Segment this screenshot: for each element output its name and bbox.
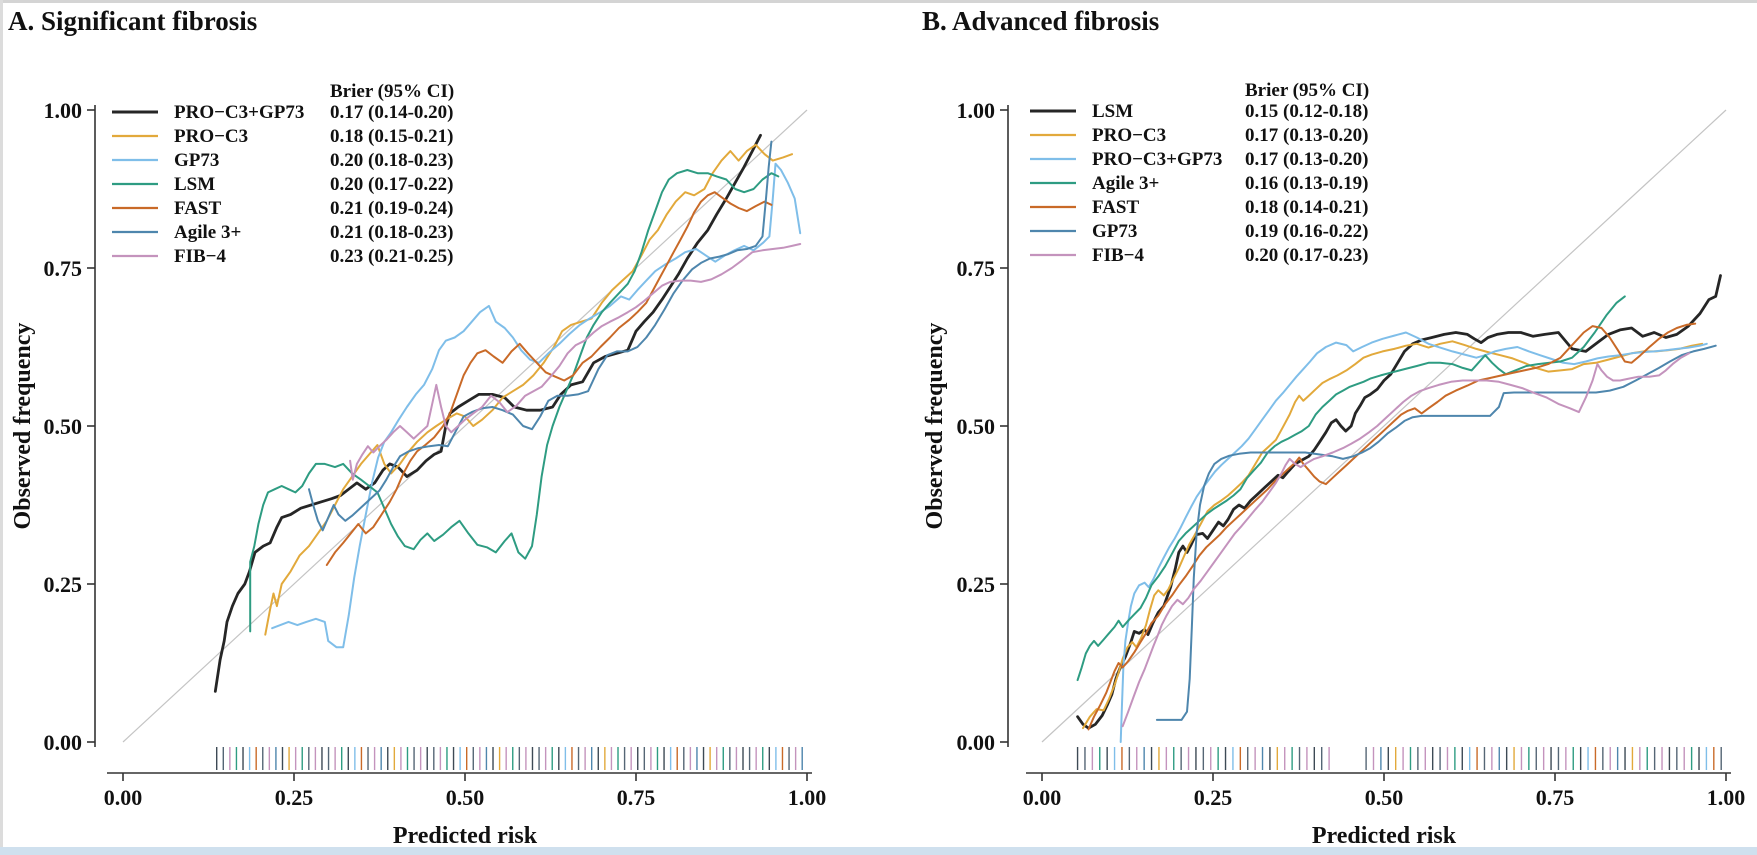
series-line-LSM [249, 169, 780, 633]
y-axis-title: Observed frequency [10, 323, 36, 530]
x-tick-label: 1.00 [1707, 785, 1746, 810]
y-tick-label: 0.75 [44, 256, 83, 281]
legend-brier-value: 0.23 (0.21-0.25) [330, 246, 453, 267]
legend-brier-value: 0.21 (0.18-0.23) [330, 222, 453, 243]
series-line-PRO-C3 [1082, 340, 1704, 730]
panel-advanced-fibrosis: 0.00 0.25 0.50 0.75 1.00 0.00 0.25 0.50 0.75 1.00… [922, 6, 1745, 849]
legend-label: GP73 [1092, 221, 1137, 242]
y-tick-label: 1.00 [44, 98, 83, 123]
left-edge-strip [0, 0, 3, 855]
x-axis-title: Predicted risk [393, 823, 538, 849]
panel-significant-fibrosis: 0.00 0.25 0.50 0.75 1.00 0.00 0.25 0.50 0.75 1.00… [8, 6, 826, 849]
series-line-PRO-C3+GP73 [213, 133, 762, 693]
y-tick-label: 0.50 [957, 414, 996, 439]
legend-label: PRO−C3+GP73 [174, 102, 304, 123]
x-axis-title: Predicted risk [1312, 823, 1457, 849]
legend: Brier (95% CI) PRO−C3+GP73 0.17 (0.14-0.20… [112, 81, 454, 267]
legend-label: FAST [174, 198, 221, 219]
legend-brier-value: 0.17 (0.13-0.20) [1245, 149, 1368, 170]
legend: Brier (95% CI) LSM 0.15 (0.12-0.18) PRO−C3 0… [1030, 80, 1369, 266]
series-line-Agile-3+ [1076, 295, 1626, 682]
rug-plot [216, 747, 803, 770]
series-line-PRO-C3+GP73 [1119, 331, 1708, 743]
legend-brier-value: 0.20 (0.17-0.22) [330, 174, 453, 195]
series-line-PRO-C3 [264, 143, 793, 636]
x-tick-label: 0.25 [1194, 785, 1233, 810]
series-line-FAST [325, 191, 773, 566]
y-tick-label: 1.00 [957, 98, 996, 123]
x-tick-label: 0.25 [275, 785, 314, 810]
legend-brier-value: 0.18 (0.14-0.21) [1245, 197, 1368, 218]
legend-header: Brier (95% CI) [1245, 80, 1369, 101]
series-line-LSM [1076, 274, 1722, 730]
legend-header: Brier (95% CI) [330, 81, 454, 102]
legend-brier-value: 0.21 (0.19-0.24) [330, 198, 453, 219]
legend-brier-value: 0.20 (0.18-0.23) [330, 150, 453, 171]
y-tick-label: 0.25 [957, 572, 996, 597]
y-axis-title: Observed frequency [922, 323, 948, 530]
legend-brier-value: 0.16 (0.13-0.19) [1245, 173, 1368, 194]
legend-brier-value: 0.15 (0.12-0.18) [1245, 101, 1368, 122]
x-tick-label: 1.00 [788, 785, 827, 810]
top-edge-strip [0, 0, 1757, 3]
panel-title: A. Significant fibrosis [8, 6, 257, 36]
x-tick-label: 0.00 [104, 785, 143, 810]
legend-label: FAST [1092, 197, 1139, 218]
series-line-FIB-4 [349, 243, 802, 481]
x-tick-label: 0.50 [1365, 785, 1404, 810]
legend-label: FIB−4 [1092, 245, 1144, 266]
x-tick-label: 0.00 [1023, 785, 1062, 810]
series-line-FAST [1087, 322, 1697, 731]
legend-brier-value: 0.18 (0.15-0.21) [330, 126, 453, 147]
legend-label: LSM [174, 174, 215, 195]
series-line-GP73 [1155, 344, 1717, 721]
y-tick-label: 0.25 [44, 572, 83, 597]
legend-brier-value: 0.20 (0.17-0.23) [1245, 245, 1368, 266]
legend-label: LSM [1092, 101, 1133, 122]
legend-brier-value: 0.17 (0.13-0.20) [1245, 125, 1368, 146]
x-tick-label: 0.50 [446, 785, 485, 810]
rug-plot [1076, 747, 1722, 770]
series-line-Agile-3+ [308, 140, 773, 532]
legend-label: FIB−4 [174, 246, 226, 267]
legend-label: GP73 [174, 150, 219, 171]
panel-title: B. Advanced fibrosis [922, 6, 1159, 36]
legend-label: PRO−C3+GP73 [1092, 149, 1222, 170]
legend-label: PRO−C3 [1092, 125, 1166, 146]
legend-label: PRO−C3 [174, 126, 248, 147]
series-line-FIB-4 [1121, 352, 1691, 728]
diagonal-reference-line [1041, 109, 1727, 743]
legend-label: Agile 3+ [174, 222, 241, 243]
bottom-edge-strip [0, 847, 1757, 855]
y-tick-label: 0.75 [957, 256, 996, 281]
legend-brier-value: 0.19 (0.16-0.22) [1245, 221, 1368, 242]
y-tick-label: 0.00 [44, 730, 83, 755]
y-tick-label: 0.00 [957, 730, 996, 755]
x-tick-label: 0.75 [617, 785, 656, 810]
x-tick-label: 0.75 [1536, 785, 1575, 810]
legend-label: Agile 3+ [1092, 173, 1159, 194]
legend-brier-value: 0.17 (0.14-0.20) [330, 102, 453, 123]
y-tick-label: 0.50 [44, 414, 83, 439]
